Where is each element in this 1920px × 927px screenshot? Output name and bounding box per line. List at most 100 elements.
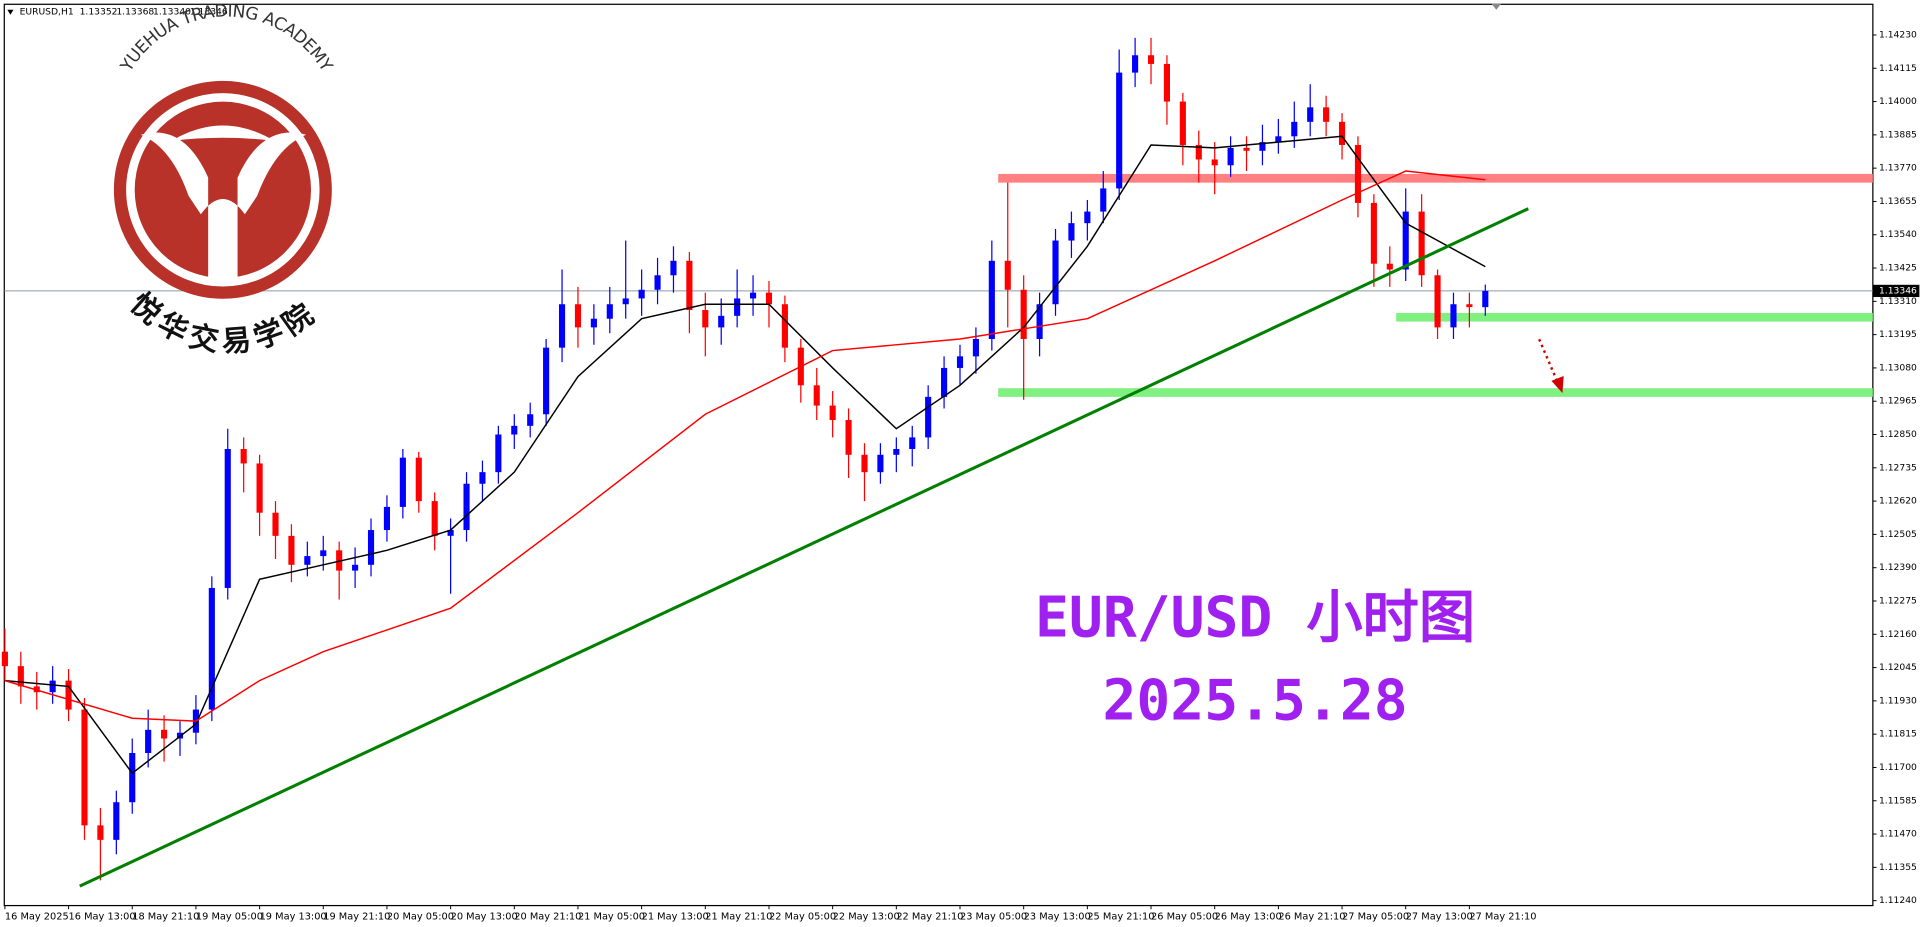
candle-body	[1036, 304, 1043, 339]
candle-body	[988, 260, 995, 339]
x-tick-label: 20 May 05:00	[387, 912, 454, 923]
candle-body	[1147, 55, 1155, 64]
high: 1.13368	[116, 7, 154, 18]
candle-body	[734, 298, 741, 316]
arrow-shaft	[1538, 338, 1559, 383]
candle-body	[17, 666, 24, 687]
candle-body	[1402, 211, 1409, 270]
candle-body	[256, 463, 263, 513]
price-zone	[1396, 312, 1873, 322]
close: 1.13346	[190, 7, 228, 18]
candle-body	[49, 680, 56, 693]
moving-average	[4, 170, 1486, 722]
x-tick-label: 26 May 21:10	[1278, 912, 1345, 923]
candle-body	[941, 367, 948, 397]
candle-body	[1323, 107, 1330, 122]
price-label: 1.13346	[1879, 285, 1917, 296]
y-tick-label: 1.13655	[1879, 196, 1917, 207]
y-tick-label: 1.12620	[1879, 496, 1917, 507]
candle-body	[1100, 188, 1107, 212]
candle-body	[1466, 304, 1473, 308]
candle-body	[956, 356, 964, 368]
candle-body	[367, 530, 375, 565]
candle-body	[1004, 260, 1011, 290]
candle-body	[1227, 147, 1234, 166]
candle-body	[65, 680, 72, 710]
candle-body	[861, 454, 868, 473]
candle-body	[113, 802, 120, 840]
y-tick-label: 1.11815	[1879, 729, 1917, 740]
candle-body	[845, 420, 852, 455]
candle-body	[383, 506, 390, 531]
candle-body	[463, 483, 470, 531]
candle-body	[431, 501, 438, 536]
y-tick-label: 1.12505	[1879, 529, 1917, 540]
x-tick-label: 21 May 13:00	[642, 912, 709, 923]
chart-title: EUR/USD 小时图	[1035, 585, 1475, 650]
x-tick-label: 26 May 05:00	[1151, 912, 1218, 923]
candle-body	[81, 709, 88, 826]
x-tick-label: 19 May 21:10	[323, 912, 390, 923]
x-tick-label: 19 May 13:00	[260, 912, 327, 923]
y-tick-label: 1.13080	[1879, 362, 1917, 373]
y-tick-label: 1.12850	[1879, 429, 1917, 440]
candle-body	[765, 292, 773, 305]
candle-body	[1259, 142, 1266, 151]
x-tick-label: 23 May 05:00	[960, 912, 1027, 923]
candle-body	[1450, 304, 1457, 328]
y-tick-label: 1.12965	[1879, 396, 1917, 407]
candle-body	[893, 448, 900, 455]
candle-body	[224, 448, 231, 588]
logo-mark-top	[171, 125, 275, 141]
candle-body	[495, 434, 502, 473]
y-tick-label: 1.12390	[1879, 562, 1917, 573]
candle-body	[304, 556, 311, 565]
candle-body	[1386, 263, 1393, 270]
y-tick-label: 1.11585	[1879, 795, 1917, 806]
candle-body	[813, 385, 820, 406]
y-tick-label: 1.14230	[1879, 29, 1917, 40]
x-tick-label: 16 May 2025	[5, 912, 69, 923]
y-tick-label: 1.13770	[1879, 163, 1917, 174]
y-tick-label: 1.13540	[1879, 229, 1917, 240]
candle-body	[686, 260, 693, 311]
y-tick-label: 1.11355	[1879, 862, 1917, 873]
candle-body	[1116, 72, 1123, 189]
menu-arrow	[7, 9, 14, 15]
low: 1.13340	[153, 7, 191, 18]
logo-ring	[113, 80, 332, 299]
candle-body	[145, 729, 152, 753]
y-tick-label: 1.11930	[1879, 695, 1917, 706]
candle-body	[574, 304, 582, 328]
candle-body	[288, 535, 295, 565]
y-tick-label: 1.12275	[1879, 595, 1917, 606]
candle-body	[272, 512, 279, 536]
y-tick-label: 1.12160	[1879, 629, 1917, 640]
candle-body	[1370, 202, 1377, 264]
candle-body	[622, 298, 629, 305]
x-tick-label: 26 May 13:00	[1215, 912, 1282, 923]
candle-body	[1482, 290, 1489, 308]
y-tick-label: 1.11700	[1879, 762, 1917, 773]
moving-average	[4, 135, 1486, 775]
y-tick-label: 1.13195	[1879, 329, 1917, 340]
candle-body	[718, 315, 725, 328]
candle-body	[972, 338, 979, 357]
candle-body	[750, 292, 757, 299]
candle-body	[415, 457, 422, 502]
candle-body	[161, 729, 168, 739]
y-tick-label: 1.13310	[1879, 296, 1917, 307]
candle-body	[1243, 147, 1250, 151]
x-tick-label: 18 May 21:10	[132, 912, 199, 923]
candle-body	[1084, 211, 1091, 224]
price-zone	[998, 388, 1873, 397]
y-tick-label: 1.14115	[1879, 63, 1917, 74]
candle-body	[447, 530, 454, 536]
candle-body	[558, 304, 566, 348]
y-tick-label: 1.12735	[1879, 462, 1917, 473]
x-tick-label: 27 May 13:00	[1406, 912, 1473, 923]
x-tick-label: 27 May 05:00	[1342, 912, 1409, 923]
x-tick-label: 22 May 05:00	[769, 912, 836, 923]
candle-body	[1275, 136, 1282, 143]
